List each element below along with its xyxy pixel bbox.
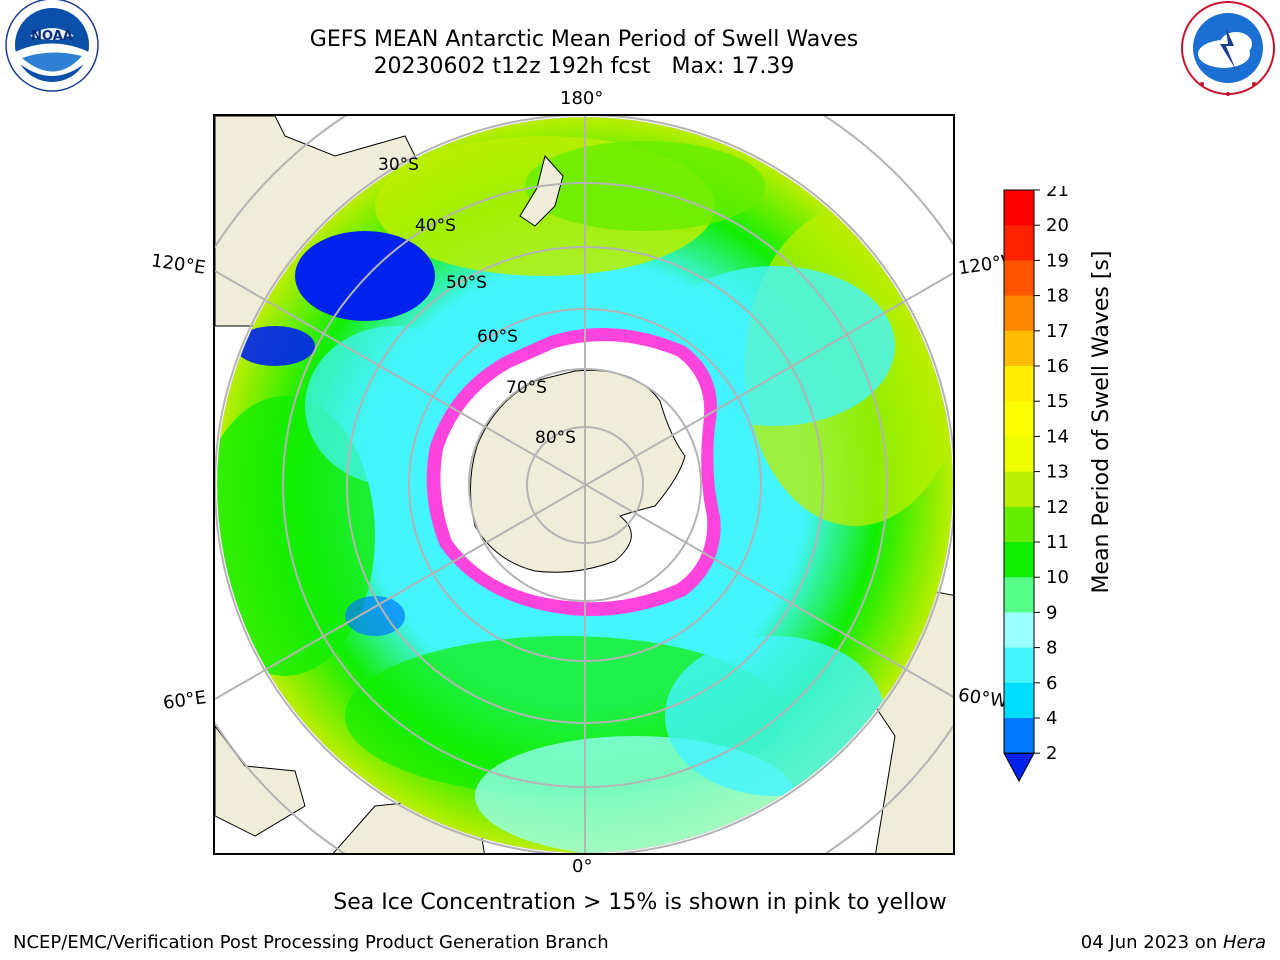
lat-label-40s: 40°S	[415, 216, 456, 236]
colorbar-tick-label: 4	[1046, 708, 1057, 729]
colorbar-tick-label: 18	[1046, 286, 1069, 307]
low-period-patch	[295, 231, 435, 321]
lon-label-0: 0°	[572, 856, 593, 877]
lat-label-80s: 80°S	[535, 428, 576, 448]
colorbar: 2 4 6 8 9 10 11 12 13 14 15 16 17 18 19 20 21	[1003, 186, 1069, 783]
noaa-logo: NOAA	[5, 0, 99, 92]
lat-label-60s: 60°S	[477, 327, 518, 347]
colorbar-tick-label: 16	[1046, 356, 1069, 377]
colorbar-band	[1004, 647, 1034, 684]
issue-date-text: 04 Jun 2023 on	[1080, 932, 1223, 953]
map-canvas: 30°S 40°S 50°S 60°S 70°S 80°S	[215, 116, 953, 853]
colorbar-band	[1004, 612, 1034, 649]
colorbar-title: Mean Period of Swell Waves [s]	[1086, 190, 1126, 654]
colorbar-band	[1004, 225, 1034, 261]
colorbar-tick-label: 15	[1046, 391, 1069, 412]
max-value: Max: 17.39	[671, 54, 795, 79]
host-name: Hera	[1222, 932, 1266, 953]
credit-text: NCEP/EMC/Verification Post Processing Pr…	[13, 932, 609, 953]
colorbar-band	[1004, 401, 1034, 437]
colorbar-tick-label: 10	[1046, 567, 1069, 588]
noaa-logo-text: NOAA	[31, 29, 73, 44]
graticule	[215, 116, 953, 853]
colorbar-tick-label: 20	[1046, 215, 1069, 236]
forecast-run: 20230602 t12z 192h fcst	[373, 54, 651, 79]
map-title: GEFS MEAN Antarctic Mean Period of Swell…	[309, 27, 859, 52]
colorbar-tick-label: 9	[1046, 602, 1057, 623]
nws-logo	[1181, 1, 1275, 96]
map-subtitle: 20230602 t12z 192h fcst Max: 17.39	[0, 54, 1168, 80]
lat-label-50s: 50°S	[446, 273, 487, 293]
lon-label-180: 180°	[560, 88, 604, 109]
colorbar-band	[1004, 330, 1034, 367]
lon-label-60e: 60°E	[161, 687, 208, 714]
colorbar-tick-label: 21	[1046, 186, 1069, 201]
lat-label-70s: 70°S	[506, 378, 547, 398]
colorbar-band	[1004, 295, 1034, 332]
lat-label-30s: 30°S	[378, 155, 419, 175]
colorbar-band	[1004, 506, 1034, 543]
ice-caption: Sea Ice Concentration > 15% is shown in …	[333, 890, 947, 915]
colorbar-tick-label: 6	[1046, 673, 1057, 694]
colorbar-tick-label: 17	[1046, 321, 1069, 342]
colorbar-tick-label: 11	[1046, 532, 1069, 553]
colorbar-tick-label: 13	[1046, 462, 1069, 483]
new-zealand-landmass	[519, 154, 564, 227]
colorbar-band	[1004, 366, 1034, 402]
colorbar-band	[1004, 682, 1034, 719]
issue-date: 04 Jun 2023 on Hera	[1081, 932, 1266, 953]
colorbar-tick-label: 2	[1046, 743, 1057, 764]
colorbar-tick-label: 8	[1046, 638, 1057, 659]
colorbar-band	[1004, 577, 1034, 613]
colorbar-tick-label: 19	[1046, 250, 1069, 271]
colorbar-band	[1004, 718, 1034, 754]
colorbar-band	[1004, 190, 1034, 226]
colorbar-tick-label: 14	[1046, 426, 1069, 447]
polar-map: 30°S 40°S 50°S 60°S 70°S 80°S	[213, 114, 955, 855]
colorbar-extend-min	[1003, 752, 1035, 783]
colorbar-band	[1004, 260, 1034, 297]
lon-label-120e: 120°E	[149, 250, 207, 279]
colorbar-label: Mean Period of Swell Waves [s]	[1089, 251, 1114, 594]
colorbar-band	[1004, 542, 1034, 578]
colorbar-tick-label: 12	[1046, 497, 1069, 518]
colorbar-band	[1004, 436, 1034, 473]
colorbar-band	[1004, 471, 1034, 508]
